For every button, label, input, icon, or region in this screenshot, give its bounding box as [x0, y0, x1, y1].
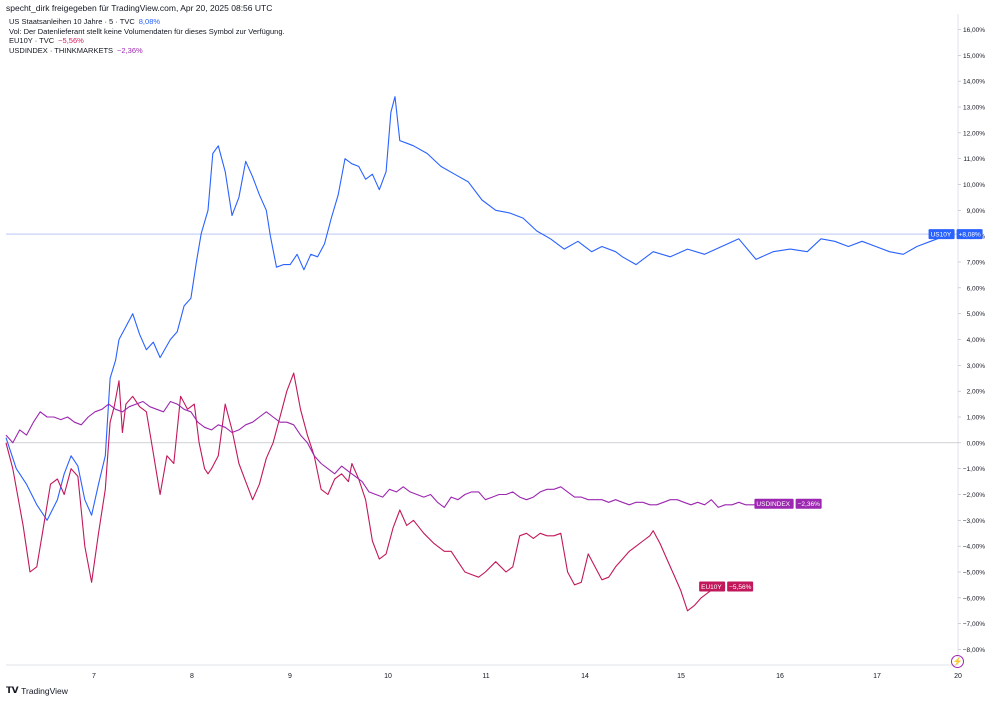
series-name-badge	[928, 229, 955, 240]
x-tick-label: 10	[384, 673, 392, 680]
y-tick-label: −7,00%	[963, 621, 985, 628]
y-tick-label: 16,00%	[963, 27, 985, 34]
y-tick-label: 1,00%	[967, 415, 986, 422]
y-tick-label: 0,00%	[967, 440, 986, 447]
brand-name: TradingView	[21, 685, 68, 696]
x-tick-label: 14	[581, 673, 589, 680]
legend-row-usdindex[interactable]: USDINDEX · THINKMARKETS −2,36%	[9, 46, 285, 56]
y-tick-label: 11,00%	[963, 156, 985, 163]
legend-name-us10y: US Staatsanleihen 10 Jahre · 5 · TVC	[9, 17, 135, 26]
y-tick-label: 4,00%	[967, 337, 986, 344]
legend-volume-note: Vol: Der Datenlieferant stellt keine Vol…	[9, 26, 285, 36]
series-name-badge-text: US10Y	[931, 232, 952, 239]
y-tick-label: −3,00%	[963, 518, 985, 525]
shared-by-caption: specht_dirk freigegeben für TradingView.…	[6, 3, 273, 13]
series-name-badge	[754, 498, 794, 509]
y-tick-label: −1,00%	[963, 466, 985, 473]
series-value-badge-text: −2,36%	[798, 501, 820, 508]
legend-row-volume: Vol: Der Datenlieferant stellt keine Vol…	[9, 27, 285, 37]
indicator-fx-icon[interactable]: ⚡	[951, 655, 964, 668]
y-tick-label: −4,00%	[963, 544, 985, 551]
legend-name-usdindex: USDINDEX · THINKMARKETS	[9, 45, 114, 55]
x-tick-label: 20	[954, 673, 962, 680]
series-value-badge	[956, 229, 983, 240]
x-tick-label: 16	[776, 673, 784, 680]
tradingview-logo-icon: 𝗧𝗩	[6, 685, 19, 695]
legend-value-usdindex: −2,36%	[117, 45, 143, 55]
series-value-badge-text: +8,08%	[959, 232, 981, 239]
x-tick-label: 9	[288, 673, 292, 680]
x-tick-label: 15	[677, 673, 685, 680]
y-tick-label: 12,00%	[963, 130, 985, 137]
legend-value-us10y: 8,08%	[138, 17, 161, 26]
y-tick-label: 5,00%	[967, 311, 986, 318]
series-name-badge	[699, 581, 726, 592]
legend-name-eu10y: EU10Y · TVC	[9, 36, 55, 46]
y-tick-label: 14,00%	[963, 79, 985, 86]
series-value-badge	[727, 581, 754, 592]
y-tick-label: 6,00%	[967, 285, 986, 292]
y-tick-label: −2,00%	[963, 492, 985, 499]
y-tick-label: −5,00%	[963, 570, 985, 577]
x-tick-label: 8	[190, 673, 194, 680]
y-tick-label: 7,00%	[967, 260, 986, 267]
legend-row-eu10y[interactable]: EU10Y · TVC −5,56%	[9, 36, 285, 46]
series-value-badge-text: −5,56%	[729, 584, 751, 591]
x-tick-label: 17	[873, 673, 881, 680]
series-line-usdindex	[5, 400, 794, 508]
chart-legend: US Staatsanleihen 10 Jahre · 5 · TVC 8,08…	[9, 17, 285, 55]
legend-row-us10y[interactable]: US Staatsanleihen 10 Jahre · 5 · TVC 8,08…	[9, 17, 285, 27]
y-tick-label: 2,00%	[967, 389, 986, 396]
brand-footer[interactable]: 𝗧𝗩 TradingView	[6, 685, 68, 696]
y-tick-label: 10,00%	[963, 182, 985, 189]
y-tick-label: −8,00%	[963, 647, 985, 654]
series-line-us10y	[5, 96, 955, 521]
series-line-eu10y	[5, 372, 726, 612]
y-tick-label: 9,00%	[967, 208, 986, 215]
legend-value-eu10y: −5,56%	[58, 36, 84, 46]
y-tick-label: 3,00%	[967, 363, 986, 370]
x-tick-label: 11	[482, 673, 489, 680]
y-tick-label: −6,00%	[963, 595, 985, 602]
series-value-badge	[795, 498, 822, 509]
x-tick-label: 7	[92, 673, 96, 680]
y-tick-label: 13,00%	[963, 105, 985, 112]
series-name-badge-text: EU10Y	[701, 584, 722, 591]
series-name-badge-text: USDINDEX	[756, 501, 790, 508]
y-tick-label: 15,00%	[963, 53, 985, 60]
